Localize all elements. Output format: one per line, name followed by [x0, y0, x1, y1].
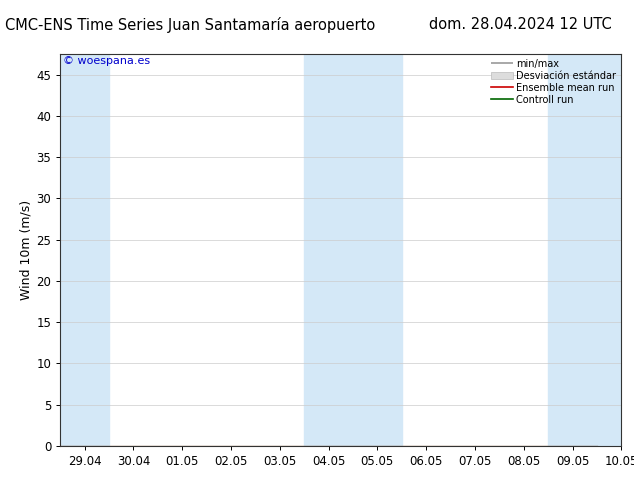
Bar — [60, 54, 109, 446]
Y-axis label: Wind 10m (m/s): Wind 10m (m/s) — [19, 200, 32, 300]
Text: © woespana.es: © woespana.es — [63, 56, 150, 66]
Bar — [304, 54, 402, 446]
Text: dom. 28.04.2024 12 UTC: dom. 28.04.2024 12 UTC — [429, 17, 611, 32]
Legend: min/max, Desviación estándar, Ensemble mean run, Controll run: min/max, Desviación estándar, Ensemble m… — [489, 57, 618, 106]
Text: CMC-ENS Time Series Juan Santamaría aeropuerto: CMC-ENS Time Series Juan Santamaría aero… — [5, 17, 375, 33]
Bar — [548, 54, 634, 446]
